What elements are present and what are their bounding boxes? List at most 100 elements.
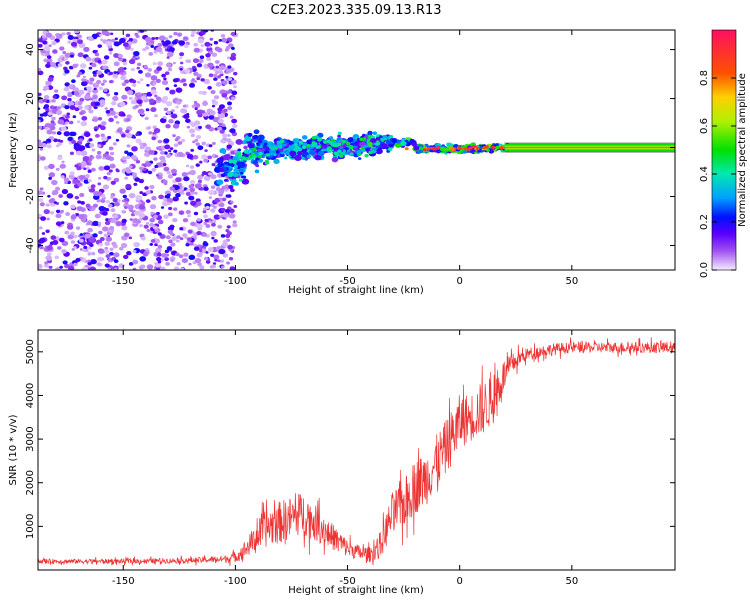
noise-blob [176,262,181,266]
noise-blob [102,207,107,211]
noise-blob [139,224,143,228]
noise-blob [181,78,187,83]
noise-blob [97,182,102,186]
noise-blob [83,179,90,184]
noise-blob [104,107,108,110]
noise-blob [120,75,127,81]
signal-blob [418,149,423,153]
noise-blob [142,47,147,52]
noise-blob [203,175,211,181]
signal-blob [247,143,255,149]
signal-blob [239,171,244,175]
signal-blob [348,144,353,149]
noise-blob [226,194,232,198]
noise-blob [132,218,139,224]
noise-blob [194,107,198,111]
signal-blob [323,140,328,144]
noise-blob [226,261,230,265]
noise-blob [91,63,97,68]
signal-blob [314,135,319,139]
noise-blob [125,203,129,207]
noise-blob [189,191,195,195]
noise-blob [76,39,84,45]
y-tick-label: 4000 [25,383,36,408]
noise-blob [65,121,69,125]
noise-blob [99,33,103,37]
noise-blob [75,226,81,230]
noise-blob [157,139,163,144]
y-tick-label: -40 [25,237,36,253]
noise-blob [221,197,227,202]
noise-blob [108,47,114,52]
noise-blob [204,41,211,47]
signal-blob [254,169,260,174]
noise-blob [204,218,209,223]
y-tick-label: -20 [25,188,36,204]
signal-blob [337,131,342,135]
noise-blob [173,143,179,148]
noise-blob [101,211,108,216]
noise-blob [70,41,78,47]
noise-blob [63,66,68,71]
noise-blob [183,36,188,40]
noise-blob [38,119,41,123]
signal-blob [362,133,366,137]
noise-blob [56,131,62,136]
y-tick-label: 40 [25,43,36,56]
noise-blob [100,38,104,42]
noise-blob [211,99,216,103]
noise-blob [48,176,52,180]
signal-blob [317,150,325,157]
noise-blob [186,189,191,193]
signal-blob [247,132,253,137]
noise-blob [114,37,119,41]
noise-blob [150,107,157,113]
noise-blob [147,126,152,130]
signal-blob [309,149,316,156]
signal-blob [233,164,238,169]
noise-blob [207,62,214,68]
noise-blob [87,227,93,233]
signal-peak [426,147,431,151]
noise-blob [144,116,149,121]
noise-blob [133,241,140,248]
noise-blob [83,131,91,138]
noise-blob [128,262,134,266]
noise-blob [164,249,170,254]
signal-blob [231,159,238,164]
signal-blob [228,159,234,164]
noise-blob [52,131,57,135]
signal-blob [238,162,245,168]
x-tick-label: -100 [224,576,247,587]
noise-blob [210,185,216,190]
noise-blob [92,203,99,208]
noise-blob [82,81,88,86]
noise-blob [196,77,201,81]
noise-blob [96,150,102,155]
signal-blob [252,154,257,159]
noise-blob [218,39,223,42]
signal-blob [289,150,297,157]
noise-blob [61,188,69,195]
noise-blob [223,178,228,182]
noise-blob [166,63,172,68]
noise-blob [84,105,89,110]
carrier-band [504,142,675,153]
noise-blob [45,80,52,86]
signal-peak [499,146,504,150]
figure-title: C2E3.2023.335.09.13.R13 [270,3,441,18]
noise-blob [112,244,118,249]
noise-blob [202,101,209,107]
noise-blob [184,201,189,205]
noise-blob [178,56,183,60]
signal-blob [439,146,446,152]
noise-blob [61,95,68,101]
noise-blob [218,112,226,119]
noise-blob [176,151,184,158]
noise-blob [214,197,221,203]
noise-blob [38,263,43,270]
noise-blob [61,240,69,246]
noise-blob [46,245,53,251]
noise-blob [172,196,179,202]
noise-blob [220,265,225,269]
